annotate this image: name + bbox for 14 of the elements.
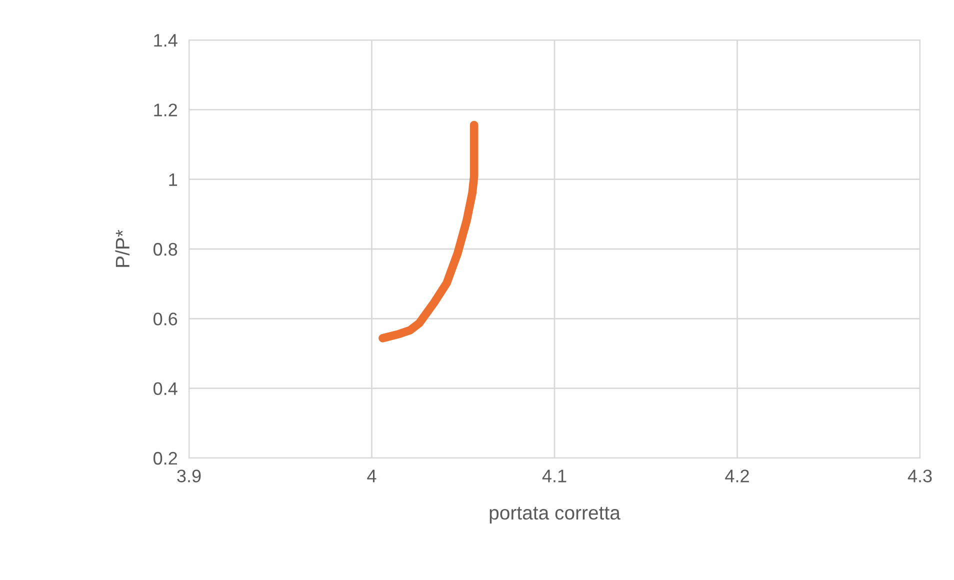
y-tick-label: 1.2 — [154, 104, 177, 116]
x-axis-title: portata corretta — [490, 506, 620, 524]
y-tick-label: 0.6 — [153, 312, 178, 326]
x-tick-label: 4 — [367, 470, 376, 482]
y-axis-title: P/P* — [115, 230, 130, 267]
y-tick-label: 0.8 — [153, 242, 178, 256]
y-tick-label: 1.4 — [154, 34, 178, 47]
x-tick-label: 4.3 — [908, 470, 932, 482]
y-tick-label: 1 — [169, 173, 178, 186]
y-tick-label: 0.4 — [153, 382, 178, 396]
x-tick-label: 4.2 — [725, 470, 749, 482]
y-tick-label: 0.2 — [153, 452, 177, 465]
x-tick-label: 4.1 — [542, 470, 566, 482]
x-tick-label: 3.9 — [177, 470, 201, 482]
